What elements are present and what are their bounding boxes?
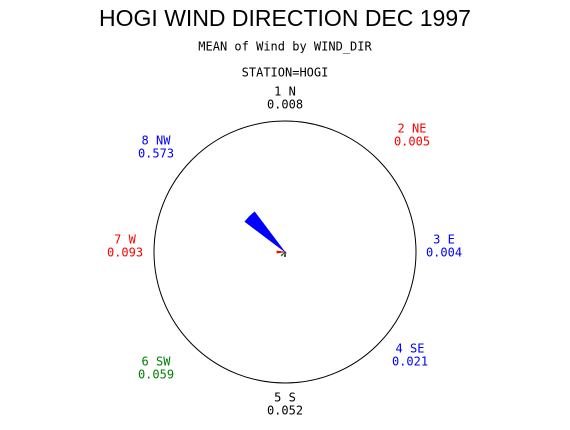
value-label: 0.093 [107, 246, 143, 260]
station-label: STATION=HOGI [242, 66, 329, 80]
direction-label: 2 NE [398, 122, 427, 136]
direction-label: 5 S [274, 391, 296, 405]
value-label: 0.004 [426, 246, 462, 260]
value-label: 0.005 [394, 135, 430, 149]
direction-label: 4 SE [396, 342, 425, 356]
petal [276, 250, 286, 254]
value-label: 0.008 [267, 98, 303, 112]
direction-label: 3 E [433, 233, 455, 247]
value-label: 0.052 [267, 404, 303, 418]
direction-label: 7 W [114, 233, 136, 247]
rose-circle [153, 120, 417, 384]
chart-title: HOGI WIND DIRECTION DEC 1997 [99, 5, 471, 31]
petal [280, 251, 286, 257]
petal [244, 211, 286, 253]
value-label: 0.059 [138, 368, 174, 382]
direction-label: 6 SW [142, 355, 172, 369]
value-label: 0.021 [392, 355, 428, 369]
direction-label: 1 N [274, 85, 296, 99]
chart-subtitle: MEAN of Wind by WIND_DIR [198, 40, 372, 54]
value-label: 0.573 [138, 147, 174, 161]
direction-label: 8 NW [142, 134, 172, 148]
petal [284, 251, 286, 257]
petal [284, 251, 287, 254]
